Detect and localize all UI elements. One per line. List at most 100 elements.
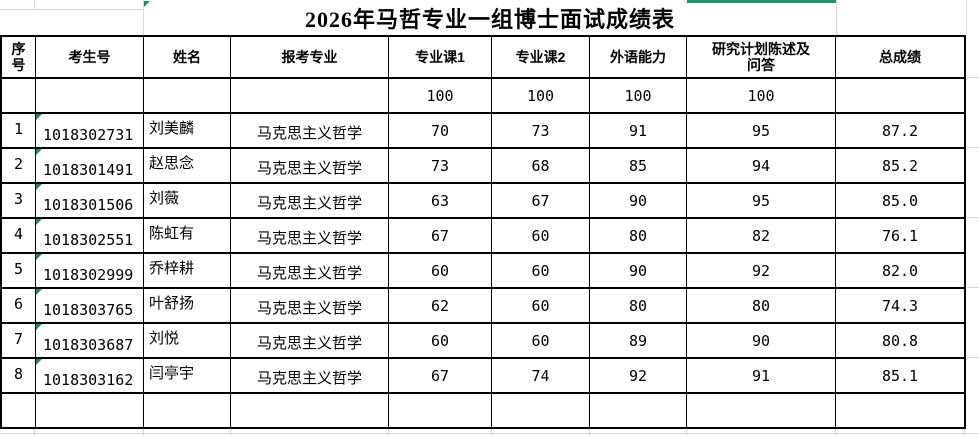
cell-score-foreign-language[interactable]: 85 [590,149,686,182]
cell-score-total[interactable]: 85.1 [836,359,964,392]
cell-score-research-plan[interactable]: 80 [687,289,835,322]
max-score-empty-cell[interactable] [231,79,388,112]
cell-score-research-plan[interactable]: 82 [687,219,835,252]
cell-score-course2[interactable]: 60 [492,219,589,252]
cell-candidate-id[interactable]: 1018302999 [36,254,143,287]
cell-score-total[interactable]: 74.3 [836,289,964,322]
header-total[interactable]: 总成绩 [836,37,964,77]
header-course1[interactable]: 专业课1 [389,37,491,77]
max-score-empty-cell[interactable] [144,79,230,112]
empty-cell[interactable] [36,394,143,427]
empty-cell[interactable] [687,394,835,427]
cell-score-total[interactable]: 85.0 [836,184,964,217]
cell-score-total[interactable]: 76.1 [836,219,964,252]
empty-cell[interactable] [144,394,230,427]
empty-cell[interactable] [231,394,388,427]
cell-major[interactable]: 马克思主义哲学 [231,184,388,217]
empty-cell[interactable] [492,394,589,427]
cell-score-course1[interactable]: 73 [389,149,491,182]
cell-score-total[interactable]: 85.2 [836,149,964,182]
cell-score-total[interactable]: 82.0 [836,254,964,287]
cell-serial[interactable]: 1 [2,114,35,147]
cell-serial[interactable]: 2 [2,149,35,182]
cell-serial[interactable]: 3 [2,184,35,217]
cell-score-foreign-language[interactable]: 92 [590,359,686,392]
cell-name[interactable]: 刘悦 [144,324,230,357]
cell-score-research-plan[interactable]: 92 [687,254,835,287]
cell-name[interactable]: 叶舒扬 [144,289,230,322]
cell-score-research-plan[interactable]: 91 [687,359,835,392]
cell-score-course2[interactable]: 67 [492,184,589,217]
max-score-foreign-language[interactable]: 100 [590,79,686,112]
cell-score-research-plan[interactable]: 94 [687,149,835,182]
max-score-research-plan[interactable]: 100 [687,79,835,112]
cell-name[interactable]: 闫亭宇 [144,359,230,392]
cell-score-course1[interactable]: 60 [389,254,491,287]
cell-name[interactable]: 刘美麟 [144,114,230,147]
cell-score-research-plan[interactable]: 90 [687,324,835,357]
cell-score-foreign-language[interactable]: 80 [590,289,686,322]
max-score-course2[interactable]: 100 [492,79,589,112]
cell-candidate-id[interactable]: 1018301491 [36,149,143,182]
cell-candidate-id[interactable]: 1018301506 [36,184,143,217]
cell-name[interactable]: 刘薇 [144,184,230,217]
cell-score-course1[interactable]: 67 [389,359,491,392]
cell-candidate-id[interactable]: 1018302731 [36,114,143,147]
header-foreign-language[interactable]: 外语能力 [590,37,686,77]
cell-candidate-id[interactable]: 1018303162 [36,359,143,392]
cell-score-course1[interactable]: 60 [389,324,491,357]
sheet-title-cell[interactable]: 2026年马哲专业一组博士面试成绩表 [143,0,837,35]
max-score-course1[interactable]: 100 [389,79,491,112]
cell-major[interactable]: 马克思主义哲学 [231,289,388,322]
cell-score-course1[interactable]: 70 [389,114,491,147]
empty-cell[interactable] [389,394,491,427]
cell-score-course2[interactable]: 68 [492,149,589,182]
cell-score-course2[interactable]: 74 [492,359,589,392]
cell-serial[interactable]: 8 [2,359,35,392]
cell-score-foreign-language[interactable]: 89 [590,324,686,357]
cell-score-course2[interactable]: 60 [492,324,589,357]
cell-score-course1[interactable]: 63 [389,184,491,217]
empty-cell[interactable] [836,394,964,427]
cell-major[interactable]: 马克思主义哲学 [231,219,388,252]
empty-cell[interactable] [590,394,686,427]
cell-major[interactable]: 马克思主义哲学 [231,114,388,147]
cell-major[interactable]: 马克思主义哲学 [231,324,388,357]
cell-candidate-id[interactable]: 1018303687 [36,324,143,357]
max-score-empty-cell[interactable] [36,79,143,112]
cell-candidate-id[interactable]: 1018303765 [36,289,143,322]
cell-name[interactable]: 乔梓耕 [144,254,230,287]
cell-name[interactable]: 赵思念 [144,149,230,182]
cell-serial[interactable]: 5 [2,254,35,287]
cell-score-course2[interactable]: 73 [492,114,589,147]
cell-score-course2[interactable]: 60 [492,289,589,322]
header-research-plan[interactable]: 研究计划陈述及 问答 [687,37,835,77]
header-course2[interactable]: 专业课2 [492,37,589,77]
header-name[interactable]: 姓名 [144,37,230,77]
cell-serial[interactable]: 6 [2,289,35,322]
cell-score-research-plan[interactable]: 95 [687,114,835,147]
cell-score-total[interactable]: 80.8 [836,324,964,357]
header-major[interactable]: 报考专业 [231,37,388,77]
cell-score-foreign-language[interactable]: 90 [590,254,686,287]
empty-cell[interactable] [2,394,35,427]
header-candidate-id[interactable]: 考生号 [36,37,143,77]
header-serial[interactable]: 序 号 [2,37,35,77]
cell-serial[interactable]: 4 [2,219,35,252]
cell-candidate-id[interactable]: 1018302551 [36,219,143,252]
cell-major[interactable]: 马克思主义哲学 [231,359,388,392]
cell-score-course1[interactable]: 67 [389,219,491,252]
max-score-empty-cell[interactable] [836,79,964,112]
cell-score-course2[interactable]: 60 [492,254,589,287]
cell-serial[interactable]: 7 [2,324,35,357]
cell-major[interactable]: 马克思主义哲学 [231,149,388,182]
cell-major[interactable]: 马克思主义哲学 [231,254,388,287]
cell-score-foreign-language[interactable]: 90 [590,184,686,217]
cell-score-foreign-language[interactable]: 91 [590,114,686,147]
cell-score-research-plan[interactable]: 95 [687,184,835,217]
max-score-empty-cell[interactable] [2,79,35,112]
cell-score-total[interactable]: 87.2 [836,114,964,147]
cell-score-foreign-language[interactable]: 80 [590,219,686,252]
cell-name[interactable]: 陈虹有 [144,219,230,252]
cell-score-course1[interactable]: 62 [389,289,491,322]
